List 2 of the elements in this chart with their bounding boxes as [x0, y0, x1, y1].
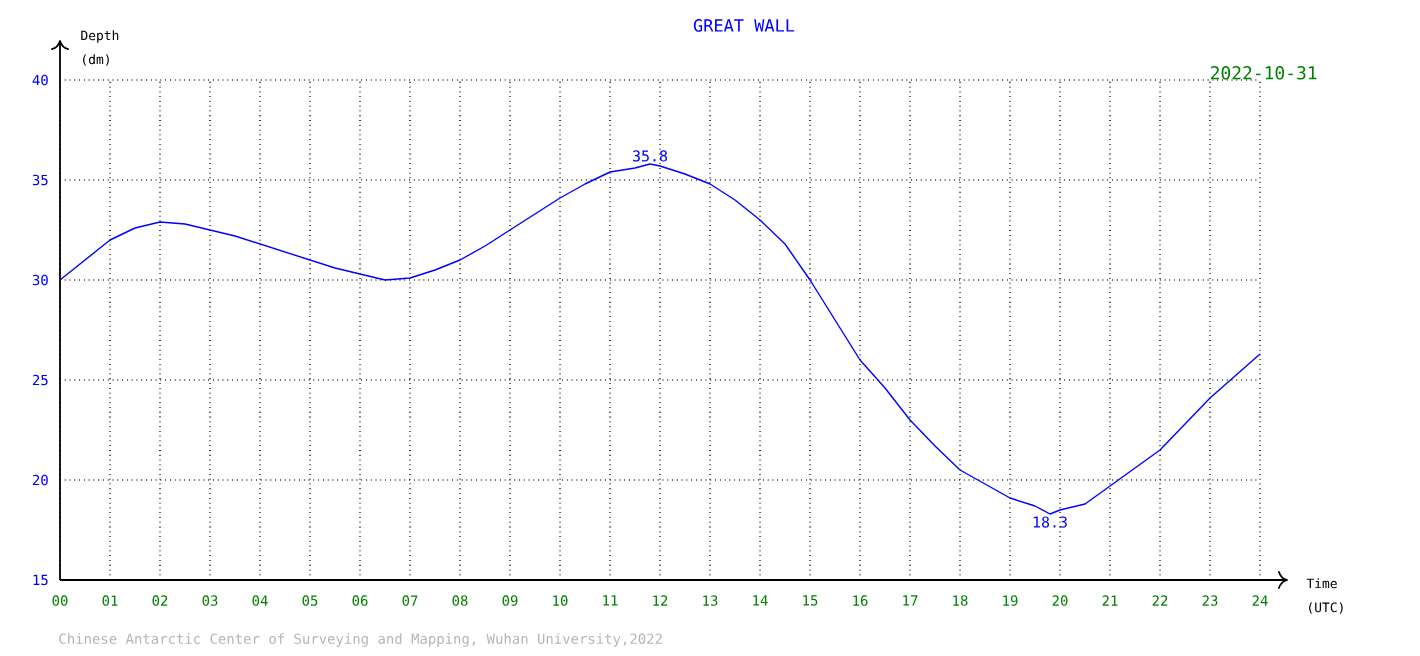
chart-title: GREAT WALL: [693, 19, 795, 32]
text: 2022-10-31: [1210, 66, 1317, 80]
